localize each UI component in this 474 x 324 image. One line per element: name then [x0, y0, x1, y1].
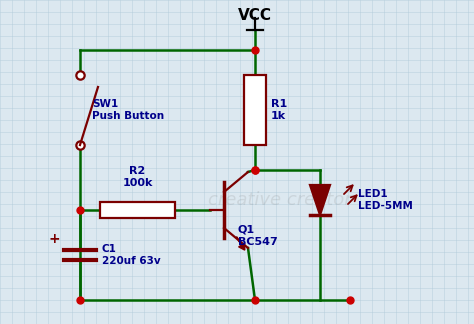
Text: LED1
LED-5MM: LED1 LED-5MM: [358, 189, 413, 211]
Bar: [100, 202, 175, 218]
Bar: [244, 75, 266, 145]
FancyArrow shape: [237, 237, 245, 250]
Text: C1
220uf 63v: C1 220uf 63v: [102, 244, 161, 266]
Text: SW1
Push Button: SW1 Push Button: [92, 99, 164, 121]
Text: R2
100k: R2 100k: [122, 167, 153, 188]
Text: VCC: VCC: [238, 8, 272, 23]
Text: Q1
BC547: Q1 BC547: [238, 225, 278, 247]
Text: +: +: [48, 232, 60, 246]
Text: creative creator: creative creator: [208, 191, 352, 209]
Text: R1
1k: R1 1k: [271, 99, 287, 121]
Polygon shape: [310, 185, 330, 215]
